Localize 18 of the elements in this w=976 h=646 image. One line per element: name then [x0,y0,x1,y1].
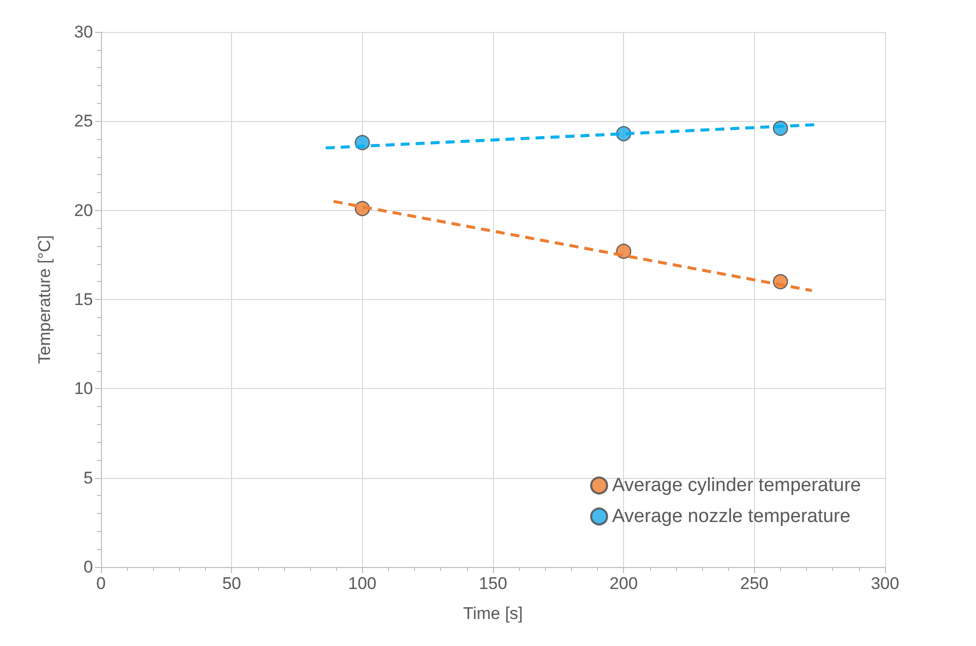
x-tick-label: 250 [740,574,769,593]
y-tick-label: 5 [84,468,93,488]
x-tick-label: 200 [609,574,638,593]
y-tick-label: 0 [84,558,93,576]
x-tick-label: 300 [870,574,900,593]
y-tick-label: 20 [74,200,93,220]
x-axis-title: Time [s] [463,604,523,623]
x-tick-label: 150 [478,574,508,593]
x-tick-label: 100 [348,574,377,593]
y-tick-label: 30 [74,22,93,42]
legend-label: Average nozzle temperature [612,506,850,527]
y-axis-title: Temperature [°C] [35,235,54,364]
x-tick-label: 0 [96,574,106,593]
x-tick-label: 50 [222,574,242,593]
y-tick-label: 25 [74,112,93,131]
y-tick-label: 10 [74,379,93,398]
legend-label: Average cylinder temperature [612,475,862,496]
y-tick-label: 15 [74,290,93,309]
